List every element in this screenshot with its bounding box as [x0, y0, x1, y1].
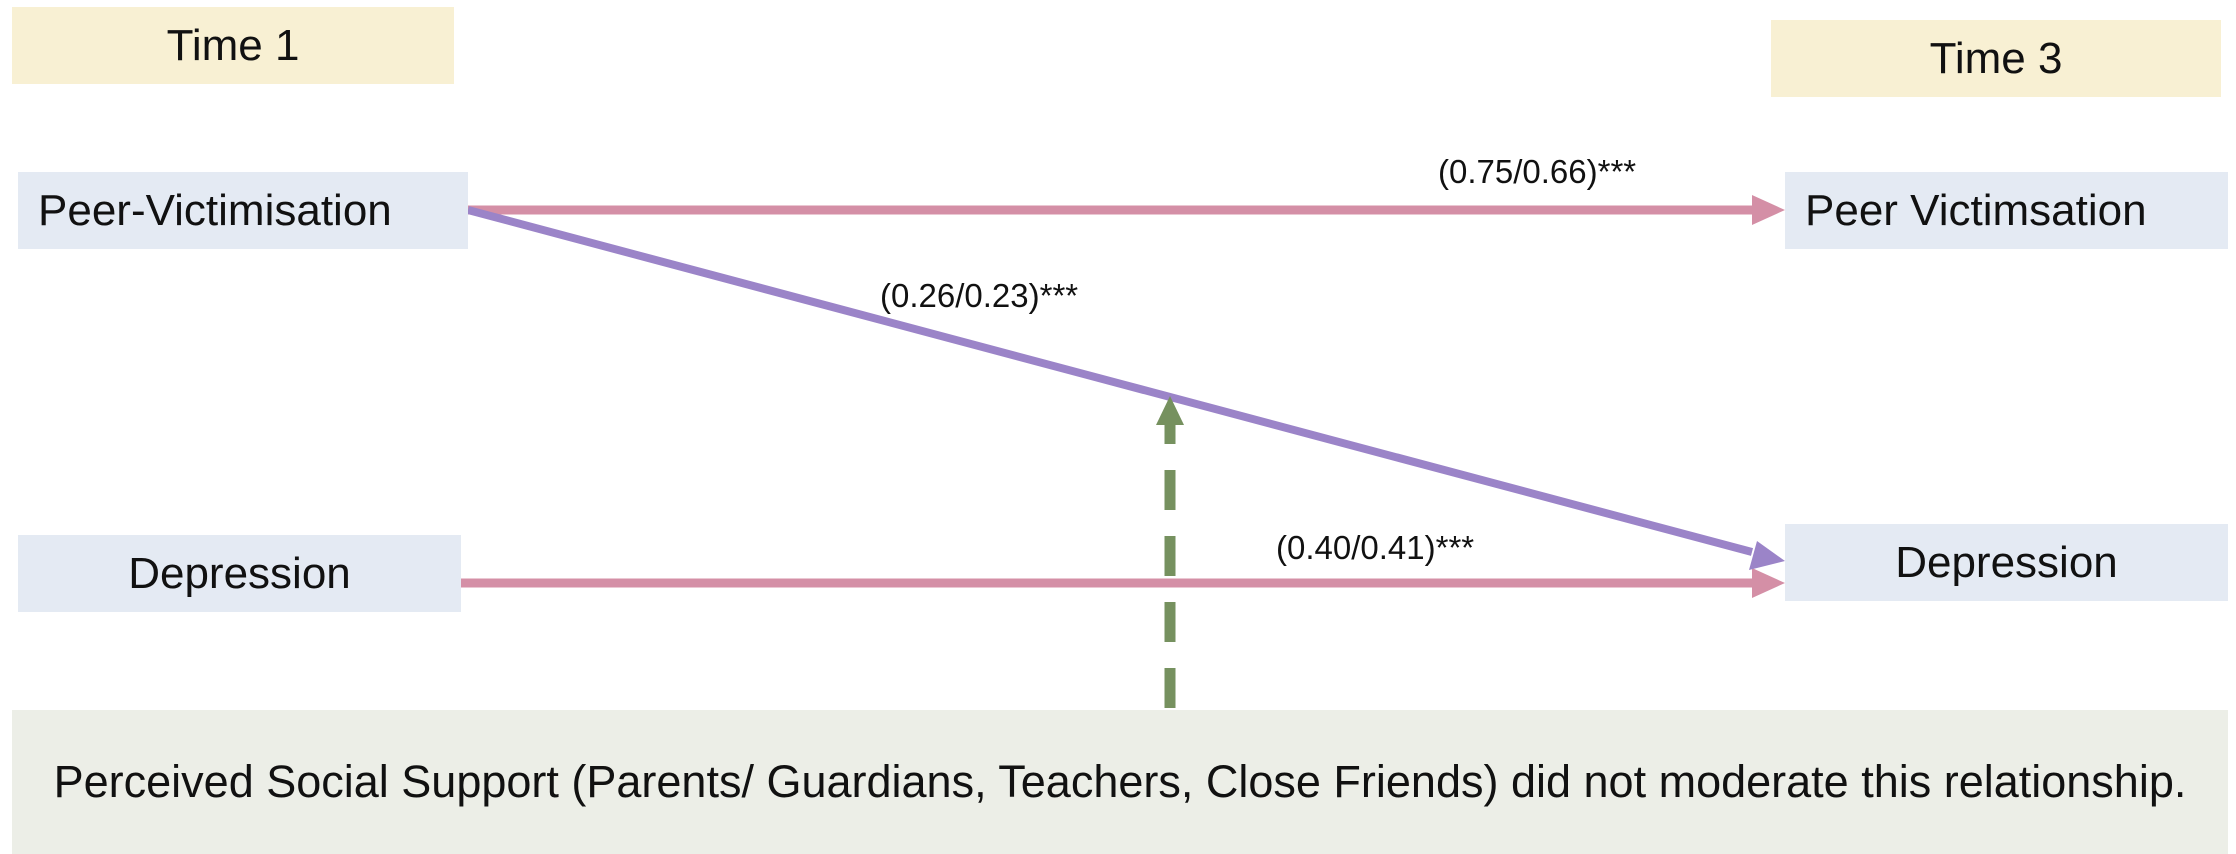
time1-label: Time 1	[12, 7, 454, 84]
coefficient-peer-to-peer: (0.75/0.66)***	[1438, 153, 1637, 190]
time3-label: Time 3	[1771, 20, 2221, 97]
peer-victimisation-t3-box: Peer Victimsation	[1785, 172, 2228, 249]
arrowhead-peer-to-depression	[1749, 541, 1785, 570]
arrowhead-moderator	[1156, 396, 1184, 425]
moderator-note: Perceived Social Support (Parents/ Guard…	[12, 710, 2228, 854]
depression-t3-box: Depression	[1785, 524, 2228, 601]
coefficient-depression-to-depression: (0.40/0.41)***	[1276, 529, 1475, 566]
coefficient-peer-to-depression: (0.26/0.23)***	[880, 277, 1079, 314]
depression-t1-box: Depression	[18, 535, 461, 612]
peer-victimisation-t1-box: Peer-Victimisation	[18, 172, 468, 249]
arrow-peer-to-depression	[466, 206, 1754, 556]
arrowhead-depression-to-depression	[1752, 568, 1785, 598]
arrowhead-peer-to-peer	[1752, 195, 1785, 225]
